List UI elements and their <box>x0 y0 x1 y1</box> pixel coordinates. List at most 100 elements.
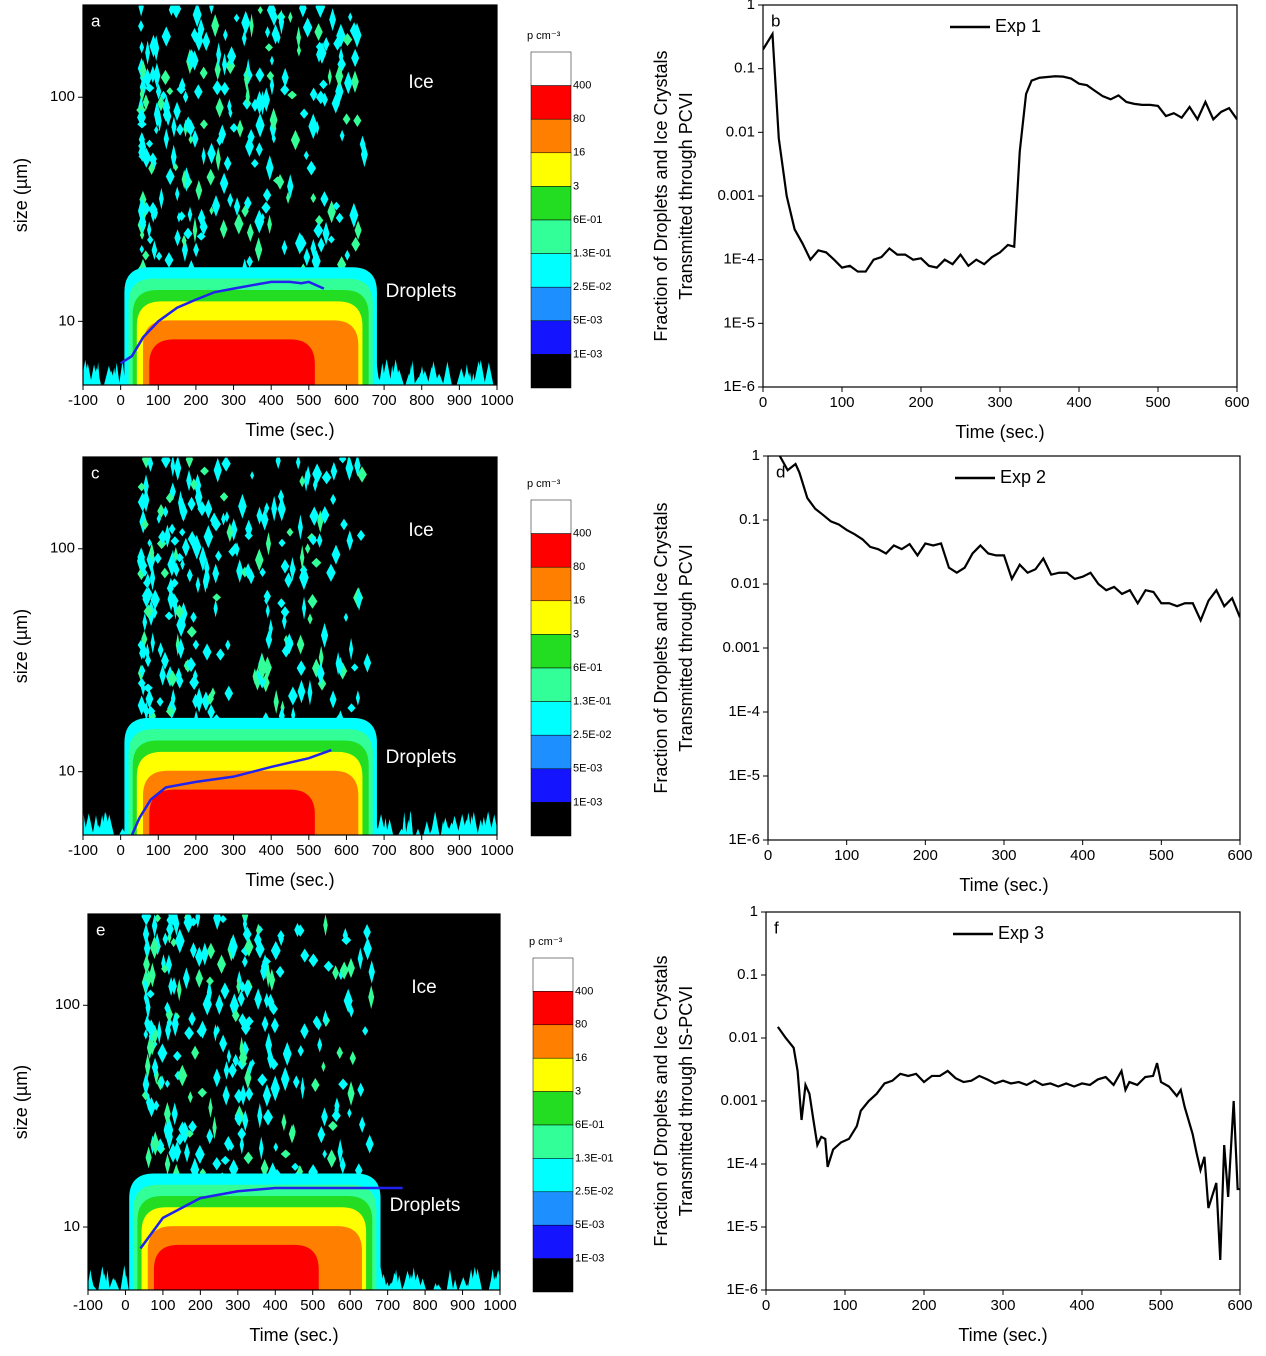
annotation: Droplets <box>386 281 457 302</box>
ice-speckle <box>189 675 200 690</box>
ice-speckle <box>149 565 156 591</box>
y-tick-label: 10 <box>63 1218 80 1235</box>
ice-speckle <box>141 630 148 648</box>
legend-label: Exp 1 <box>995 16 1041 36</box>
ice-speckle <box>219 1034 228 1053</box>
ice-speckle <box>312 463 323 485</box>
ice-speckle <box>173 1012 180 1021</box>
ice-speckle <box>143 683 153 693</box>
ice-speckle <box>228 546 237 557</box>
noise <box>418 366 426 385</box>
ice-speckle <box>349 202 359 228</box>
ice-speckle <box>161 26 171 47</box>
x-tick-label: 0 <box>116 392 124 409</box>
ice-speckle <box>182 90 189 104</box>
annotation: Ice <box>408 520 433 541</box>
ice-speckle <box>258 674 266 689</box>
colorbar-label: 400 <box>573 528 591 540</box>
ice-speckle <box>167 587 175 612</box>
x-tick-label: 100 <box>146 842 171 859</box>
ice-speckle <box>280 606 290 618</box>
ice-speckle <box>171 1102 178 1126</box>
ice-speckle <box>157 642 164 658</box>
panel-letter: e <box>96 920 105 939</box>
colorbar-title: p cm⁻³ <box>529 936 563 948</box>
ice-speckle <box>287 90 297 100</box>
ice-speckle <box>187 1091 193 1104</box>
ice-speckle <box>204 499 213 519</box>
x-tick-label: 400 <box>263 1297 288 1314</box>
ice-speckle <box>311 557 322 568</box>
ice-speckle <box>272 176 283 185</box>
x-axis-label: Time (sec.) <box>958 1325 1047 1345</box>
x-tick-label: 300 <box>987 394 1012 411</box>
ice-speckle <box>177 638 185 659</box>
x-tick-label: 500 <box>1145 394 1170 411</box>
colorbar-swatch <box>530 634 572 669</box>
ice-speckle <box>238 981 247 993</box>
x-tick-label: 600 <box>338 1297 363 1314</box>
ice-speckle <box>280 1066 290 1092</box>
panel-letter: c <box>91 463 100 482</box>
ice-speckle <box>164 1153 171 1175</box>
noise <box>101 811 111 835</box>
ice-speckle <box>359 1116 366 1133</box>
ice-speckle <box>142 568 148 577</box>
ice-speckle <box>179 528 186 537</box>
ice-speckle <box>147 538 152 548</box>
ice-speckle <box>157 504 165 519</box>
colorbar-label: 5E-03 <box>573 763 602 775</box>
ice-speckle <box>275 965 285 978</box>
noise <box>430 822 439 835</box>
ice-speckle <box>357 1082 365 1098</box>
ice-speckle <box>273 1142 279 1152</box>
ice-speckle <box>266 5 277 21</box>
x-tick-label: 0 <box>116 842 124 859</box>
ice-speckle <box>285 635 294 648</box>
ice-speckle <box>331 93 340 114</box>
ice-speckle <box>156 1138 165 1154</box>
x-tick-label: 100 <box>834 847 859 864</box>
noise <box>95 824 102 835</box>
noise <box>98 1266 107 1290</box>
ice-speckle <box>152 606 158 619</box>
ice-speckle <box>273 689 279 714</box>
ice-speckle <box>351 663 359 672</box>
x-tick-label: 400 <box>259 392 284 409</box>
ice-speckle <box>270 1017 279 1034</box>
ice-speckle <box>233 197 241 217</box>
ice-speckle <box>368 960 375 984</box>
ice-speckle <box>206 976 214 986</box>
x-tick-label: 100 <box>832 1297 857 1314</box>
colorbar-label: 1.3E-01 <box>575 1152 614 1164</box>
ice-speckle <box>216 648 225 661</box>
ice-speckle <box>310 192 317 204</box>
ice-speckle <box>212 593 222 602</box>
ice-speckle <box>257 654 268 681</box>
colorbar-title: p cm⁻³ <box>527 30 561 42</box>
ice-speckle <box>233 13 240 23</box>
ice-speckle <box>183 227 193 240</box>
ice-speckle <box>335 212 344 224</box>
noise <box>119 361 126 385</box>
ice-speckle <box>278 9 285 35</box>
ice-speckle <box>142 612 148 632</box>
ice-speckle <box>142 590 151 608</box>
x-tick-label: 500 <box>1149 847 1174 864</box>
ice-speckle <box>139 664 146 677</box>
colorbar-swatch <box>532 1024 574 1059</box>
ice-speckle <box>174 928 185 954</box>
ice-speckle <box>195 968 204 988</box>
colorbar-label: 16 <box>575 1052 587 1064</box>
colorbar-swatch <box>530 320 572 355</box>
ice-speckle <box>195 946 204 967</box>
colorbar-swatch <box>532 1224 574 1259</box>
y-axis-label: Fraction of Droplets and Ice Crystals <box>651 502 671 793</box>
y-tick-label: 1E-4 <box>723 251 755 268</box>
colorbar-label: 1E-03 <box>575 1253 604 1265</box>
colorbar-label: 80 <box>573 113 585 125</box>
ice-speckle <box>247 129 255 145</box>
y-tick-label: 1 <box>752 447 760 464</box>
ice-speckle <box>260 90 266 116</box>
ice-speckle <box>265 155 274 181</box>
